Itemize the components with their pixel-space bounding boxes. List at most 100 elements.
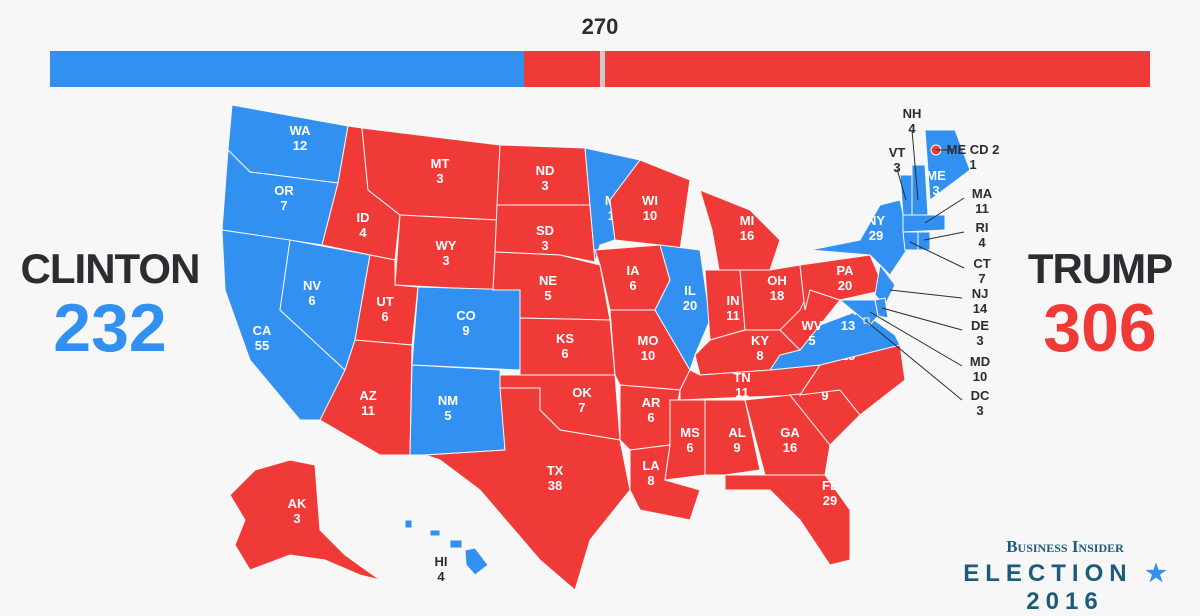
leader-line-vt (896, 168, 907, 201)
state-votes-pa: 20 (838, 278, 852, 293)
state-label-ks: KS (556, 331, 574, 346)
trump-votes: 306 (1043, 290, 1157, 366)
state-votes-co: 9 (462, 323, 469, 338)
state-votes-nd: 3 (541, 178, 548, 193)
state-label-ar: AR (642, 395, 661, 410)
state-votes-la: 8 (647, 473, 654, 488)
state-az[interactable] (319, 339, 413, 456)
state-il[interactable] (654, 244, 711, 372)
leader-line-ma (924, 197, 965, 224)
state-votes-il: 20 (683, 298, 697, 313)
state-label-nv: NV (303, 278, 321, 293)
state-votes-ok: 7 (578, 400, 585, 415)
state-label-ne: NE (539, 273, 557, 288)
logo-event: ELECTION (963, 560, 1133, 587)
state-label-pa: PA (836, 263, 854, 278)
state-ak[interactable] (229, 459, 381, 581)
leader-line-ct (909, 241, 965, 269)
state-votes-me: 3 (932, 183, 939, 198)
state-ct[interactable] (902, 231, 919, 251)
state-votes-or: 7 (280, 198, 287, 213)
state-fl[interactable] (724, 474, 851, 566)
state-label-ca: CA (253, 323, 272, 338)
clinton-bar-segment (50, 51, 525, 87)
state-votes-oh: 18 (770, 288, 784, 303)
leader-line-nh (911, 129, 919, 201)
state-label-wy: WY (436, 238, 457, 253)
state-label-ms: MS (680, 425, 700, 440)
state-label-ia: IA (627, 263, 641, 278)
state-label-wv: WV (802, 318, 823, 333)
state-label-md: MD (970, 354, 990, 369)
state-label-ct: CT (973, 256, 990, 271)
state-votes-ak: 3 (293, 511, 300, 526)
state-votes-ct: 7 (978, 271, 985, 286)
state-votes-de: 3 (976, 333, 983, 348)
state-votes-ky: 8 (756, 348, 763, 363)
state-label-wi: WI (642, 193, 658, 208)
state-label-tx: TX (547, 463, 564, 478)
state-label-mt: MT (431, 156, 450, 171)
state-label-de: DE (971, 318, 989, 333)
state-ga[interactable] (744, 394, 831, 476)
state-hi[interactable] (404, 519, 413, 529)
state-votes-ar: 6 (647, 410, 654, 425)
clinton-summary: CLINTON 232 (15, 245, 205, 363)
leader-line-dc (865, 320, 963, 401)
state-label-ut: UT (376, 294, 393, 309)
state-votes-me-cd-2: 1 (969, 157, 976, 172)
state-votes-wy: 3 (442, 253, 449, 268)
state-al[interactable] (704, 399, 761, 476)
state-votes-va: 13 (841, 318, 855, 333)
state-votes-mo: 10 (641, 348, 655, 363)
state-nm[interactable] (409, 364, 506, 456)
state-label-co: CO (456, 308, 476, 323)
leader-line-nj (889, 289, 963, 299)
state-label-dc: DC (971, 388, 990, 403)
state-tx[interactable] (424, 387, 631, 591)
state-label-fl: FL (822, 478, 838, 493)
state-votes-ma: 11 (975, 201, 989, 216)
state-votes-vt: 3 (893, 160, 900, 175)
trump-summary: TRUMP 306 (1005, 245, 1195, 363)
state-votes-md: 10 (973, 369, 987, 384)
state-votes-wv: 5 (808, 333, 815, 348)
leader-line-md (869, 311, 963, 367)
state-hi[interactable] (429, 529, 441, 537)
state-label-mi: MI (740, 213, 754, 228)
state-votes-wa: 12 (293, 138, 307, 153)
state-hi[interactable] (449, 539, 463, 549)
state-label-ma: MA (972, 186, 993, 201)
state-hi[interactable] (464, 547, 489, 576)
state-votes-nv: 6 (308, 293, 315, 308)
state-votes-sd: 3 (541, 238, 548, 253)
state-votes-al: 9 (733, 440, 740, 455)
business-insider-election-logo: Business Insider ELECTION ★ 2016 (935, 537, 1195, 616)
logo-year: 2016 (1026, 588, 1104, 615)
state-sd[interactable] (494, 204, 596, 263)
state-label-nj: NJ (972, 286, 989, 301)
state-votes-ia: 6 (629, 278, 636, 293)
state-label-vt: VT (889, 145, 906, 160)
state-ma[interactable] (902, 214, 946, 233)
trump-name: TRUMP (1027, 245, 1173, 292)
state-label-oh: OH (767, 273, 787, 288)
star-icon: ★ (1145, 560, 1167, 587)
leader-line-de (881, 307, 963, 331)
state-label-mo: MO (638, 333, 659, 348)
state-votes-nh: 4 (908, 121, 916, 136)
state-votes-ny: 29 (869, 228, 883, 243)
state-label-ok: OK (572, 385, 592, 400)
threshold-label: 270 (581, 14, 619, 39)
state-ms[interactable] (664, 399, 706, 481)
state-label-nh: NH (903, 106, 922, 121)
state-votes-tx: 38 (548, 478, 562, 493)
state-ri[interactable] (917, 231, 931, 251)
state-votes-az: 11 (361, 403, 375, 418)
state-label-in: IN (727, 293, 740, 308)
state-votes-ut: 6 (381, 309, 388, 324)
electoral-vote-bar (50, 51, 1150, 87)
state-label-nm: NM (438, 393, 458, 408)
state-votes-mi: 16 (740, 228, 754, 243)
